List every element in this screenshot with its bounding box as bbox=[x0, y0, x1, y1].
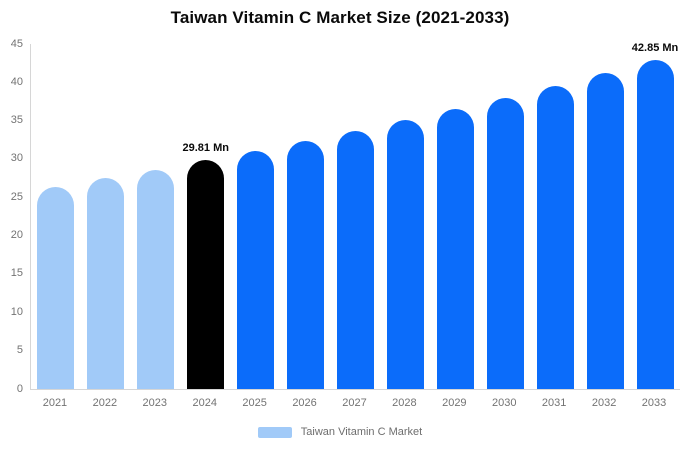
y-tick-label-40: 40 bbox=[10, 75, 23, 88]
bar-slot-2028 bbox=[381, 44, 430, 389]
y-axis: 45 40 35 30 25 20 15 10 5 0 bbox=[0, 38, 26, 395]
x-tick-label-2030: 2030 bbox=[492, 397, 517, 409]
bar-value-label-2033: 42.85 Mn bbox=[631, 42, 679, 55]
x-tick-label-2032: 2032 bbox=[591, 397, 617, 409]
x-tick-label-2023: 2023 bbox=[142, 397, 168, 409]
x-tick-label-2027: 2027 bbox=[342, 397, 367, 409]
bar-slot-2021 bbox=[31, 44, 80, 389]
bar-2023 bbox=[137, 169, 175, 389]
x-axis: 2021 2022 2023 2024 2025 2026 2027 2028 2029 2030… bbox=[30, 397, 679, 409]
bar-slot-2027 bbox=[331, 44, 380, 389]
bar-2022 bbox=[87, 178, 125, 389]
y-tick-label-25: 25 bbox=[10, 190, 23, 203]
bar-2026 bbox=[287, 141, 325, 389]
bar-slot-2030 bbox=[481, 44, 530, 389]
bar-2033 bbox=[636, 60, 674, 389]
bar-slot-2026 bbox=[281, 44, 330, 389]
x-tick-label-2033: 2033 bbox=[641, 397, 667, 409]
legend-swatch bbox=[257, 426, 292, 438]
y-tick-label-20: 20 bbox=[10, 229, 23, 242]
y-tick-label-10: 10 bbox=[10, 305, 23, 318]
y-tick-label-15: 15 bbox=[10, 267, 23, 280]
bar-slot-2022 bbox=[81, 44, 130, 389]
bar-2028 bbox=[386, 120, 424, 389]
bar-slot-2023 bbox=[131, 44, 180, 389]
chart-title: Taiwan Vitamin C Market Size (2021-2033) bbox=[170, 8, 510, 27]
bar-2030 bbox=[486, 97, 524, 389]
bar-slot-2032 bbox=[581, 44, 630, 389]
y-tick-label-35: 35 bbox=[10, 114, 23, 127]
y-tick-label-0: 0 bbox=[16, 382, 23, 395]
legend-label: Taiwan Vitamin C Market bbox=[300, 426, 423, 438]
y-tick-label-45: 45 bbox=[10, 37, 23, 50]
bar-2032 bbox=[586, 73, 624, 389]
y-tick-label-30: 30 bbox=[10, 152, 23, 165]
x-tick-label-2028: 2028 bbox=[392, 397, 417, 409]
y-tick-label-5: 5 bbox=[16, 344, 23, 357]
x-tick-label-2024: 2024 bbox=[192, 397, 217, 409]
bar-slot-2031 bbox=[531, 44, 580, 389]
bar-2024 bbox=[187, 160, 225, 389]
x-tick-label-2031: 2031 bbox=[541, 397, 567, 409]
x-tick-label-2022: 2022 bbox=[92, 397, 118, 409]
bar-slot-2024: 29.81 Mn bbox=[181, 44, 230, 389]
bar-2025 bbox=[237, 151, 275, 389]
bar-slot-2029 bbox=[431, 44, 480, 389]
x-tick-label-2025: 2025 bbox=[242, 397, 267, 409]
bar-slot-2025 bbox=[231, 44, 280, 389]
plot-area: 29.81 Mn 42.85 Mn bbox=[30, 42, 680, 390]
bar-2029 bbox=[436, 109, 474, 389]
x-tick-label-2029: 2029 bbox=[442, 397, 467, 409]
bar-slot-2033: 42.85 Mn bbox=[631, 42, 680, 389]
legend: Taiwan Vitamin C Market bbox=[0, 426, 680, 438]
bar-value-label-2024: 29.81 Mn bbox=[182, 142, 229, 155]
x-tick-label-2021: 2021 bbox=[42, 397, 68, 409]
bar-2031 bbox=[536, 85, 574, 389]
x-tick-label-2026: 2026 bbox=[292, 397, 317, 409]
bar-2021 bbox=[37, 186, 75, 389]
bar-2027 bbox=[336, 131, 374, 389]
